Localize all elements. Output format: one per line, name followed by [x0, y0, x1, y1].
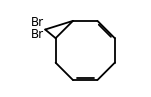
Text: Br: Br	[31, 28, 44, 41]
Text: Br: Br	[31, 16, 44, 29]
